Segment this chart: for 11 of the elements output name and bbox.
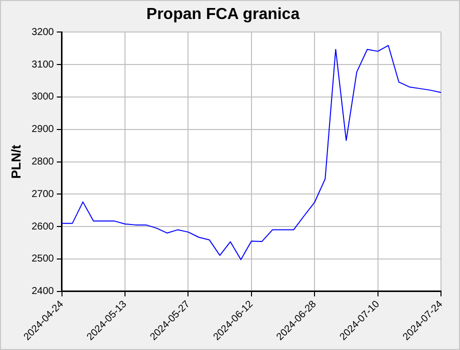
y-tick-label: 2400 — [32, 286, 54, 298]
y-tick-label: 3200 — [32, 26, 54, 38]
y-tick-label: 3000 — [32, 92, 54, 103]
y-tick-label: 2600 — [32, 221, 54, 232]
y-axis-title: PLN/t — [8, 144, 24, 179]
y-tick-label: 2800 — [32, 156, 54, 168]
y-tick-label: 2500 — [32, 254, 54, 265]
y-tick-label: 2700 — [32, 188, 54, 200]
y-tick-label: 3100 — [32, 59, 54, 70]
y-tick-label: 2900 — [32, 124, 54, 136]
chart-title: Propan FCA granica — [146, 6, 300, 24]
